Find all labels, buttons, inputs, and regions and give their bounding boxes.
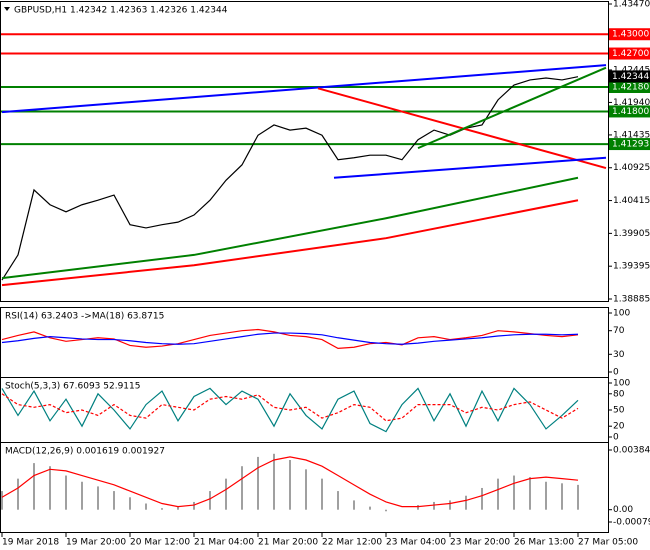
y-tick-label: -0.000791 bbox=[613, 518, 650, 528]
x-tick-label: 23 Mar 04:00 bbox=[386, 538, 446, 548]
y-tick-label: 0.00 bbox=[613, 505, 633, 515]
y-tick-label: 1.43470 bbox=[613, 0, 650, 10]
panel-title: GBPUSD,H1 1.42342 1.42363 1.42326 1.4234… bbox=[14, 6, 228, 16]
panel-frame bbox=[0, 1, 609, 302]
panel-title: RSI(14) 63.2403 ->MA(18) 63.8715 bbox=[5, 312, 164, 322]
y-tick-label: 0 bbox=[613, 368, 619, 378]
y-tick-label: 1.39905 bbox=[613, 229, 650, 239]
level-tag bbox=[609, 28, 650, 41]
y-tick-label: 0 bbox=[613, 433, 619, 443]
y-tick-label: 1.40415 bbox=[613, 196, 650, 206]
panel-frame bbox=[0, 442, 609, 533]
series-line bbox=[1, 387, 579, 433]
x-tick-label: 19 Mar 20:00 bbox=[66, 538, 126, 548]
series-line bbox=[417, 66, 607, 150]
series-line bbox=[317, 87, 607, 170]
y-tick-label: 1.41435 bbox=[613, 130, 650, 140]
x-tick-label: 27 Mar 05:00 bbox=[578, 538, 638, 548]
price-label: 1.42344 bbox=[612, 72, 649, 82]
y-tick-label: 1.40925 bbox=[613, 163, 650, 173]
x-tick-label: 23 Mar 20:00 bbox=[450, 538, 510, 548]
y-tick-label: 50 bbox=[613, 406, 625, 416]
symbol-icon bbox=[4, 7, 10, 11]
y-tick-label: 0.003844 bbox=[613, 446, 650, 456]
series-line bbox=[1, 456, 579, 508]
y-tick-label: 1.38885 bbox=[613, 295, 650, 305]
level-tag bbox=[609, 47, 650, 60]
panel-title: Stoch(5,3,3) 67.6093 52.9115 bbox=[5, 382, 140, 392]
panel-frame bbox=[0, 307, 609, 378]
y-tick-label: 1.39395 bbox=[613, 262, 650, 272]
level-tag bbox=[609, 80, 650, 93]
series-line bbox=[1, 328, 579, 350]
level-tag bbox=[609, 105, 650, 118]
series-line bbox=[1, 76, 579, 281]
series-line bbox=[1, 393, 579, 422]
level-label: 1.42700 bbox=[612, 49, 649, 59]
panel-title: MACD(12,26,9) 0.001619 0.001927 bbox=[5, 447, 165, 457]
level-tag bbox=[609, 138, 650, 151]
level-label: 1.41800 bbox=[612, 107, 649, 117]
y-tick-label: 20 bbox=[613, 422, 625, 432]
y-tick-label: 80 bbox=[613, 389, 625, 399]
series-line bbox=[1, 64, 607, 114]
level-label: 1.43000 bbox=[612, 30, 649, 40]
x-tick-label: 19 Mar 2018 bbox=[2, 538, 59, 548]
x-tick-label: 22 Mar 12:00 bbox=[322, 538, 382, 548]
y-tick-label: 100 bbox=[613, 379, 630, 389]
y-tick-label: 100 bbox=[613, 309, 630, 319]
price-tag bbox=[609, 70, 650, 83]
level-label: 1.41293 bbox=[612, 140, 649, 150]
level-label: 1.42180 bbox=[612, 82, 649, 92]
y-tick-label: 30 bbox=[613, 350, 625, 360]
x-tick-label: 26 Mar 13:00 bbox=[514, 538, 574, 548]
y-tick-label: 70 bbox=[613, 326, 625, 336]
x-tick-label: 21 Mar 04:00 bbox=[194, 538, 254, 548]
series-line bbox=[333, 156, 607, 179]
series-line bbox=[1, 176, 579, 280]
y-tick-label: 1.41940 bbox=[613, 98, 650, 108]
x-tick-label: 20 Mar 12:00 bbox=[130, 538, 190, 548]
series-line bbox=[1, 332, 579, 345]
series-line bbox=[1, 199, 579, 287]
x-tick-label: 21 Mar 20:00 bbox=[258, 538, 318, 548]
